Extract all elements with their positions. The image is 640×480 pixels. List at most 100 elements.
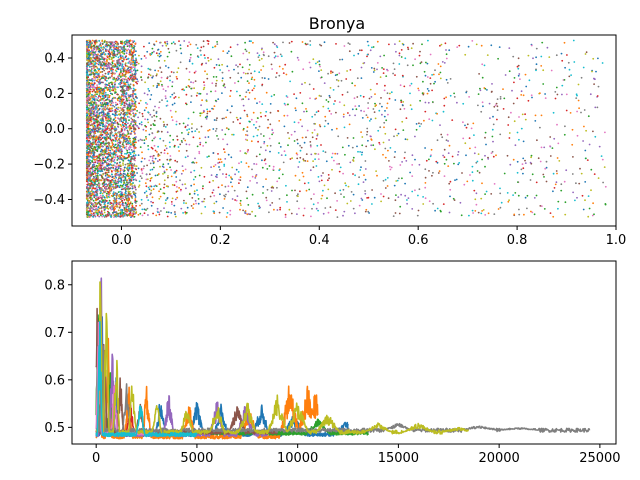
scatter-point [522, 94, 525, 97]
scatter-point [115, 174, 117, 177]
scatter-point [263, 54, 265, 57]
scatter-point [157, 54, 159, 57]
scatter-point [267, 78, 270, 80]
scatter-point [90, 65, 93, 68]
scatter-point [431, 119, 434, 122]
scatter-point [491, 128, 494, 131]
scatter-point [128, 45, 131, 48]
scatter-point [500, 201, 503, 204]
scatter-point [258, 153, 261, 156]
scatter-point [482, 209, 485, 211]
scatter-point [134, 188, 137, 191]
scatter-point [217, 138, 220, 140]
scatter-point [497, 208, 500, 210]
scatter-point [330, 113, 333, 115]
scatter-point [313, 122, 316, 125]
scatter-point [116, 53, 119, 56]
scatter-point [382, 179, 385, 182]
scatter-point [173, 92, 176, 94]
scatter-point [100, 138, 103, 141]
scatter-point [463, 183, 466, 186]
scatter-points [85, 39, 607, 219]
scatter-point [156, 86, 158, 89]
scatter-point [159, 137, 162, 140]
scatter-point [513, 81, 515, 84]
scatter-point [133, 68, 136, 70]
scatter-point [494, 104, 497, 107]
scatter-point [402, 43, 405, 46]
scatter-point [99, 66, 102, 68]
scatter-point [310, 153, 313, 156]
scatter-point [269, 204, 272, 207]
scatter-point [399, 164, 402, 166]
scatter-point [223, 151, 226, 154]
scatter-point [122, 174, 125, 177]
scatter-point [127, 159, 130, 162]
scatter-point [540, 114, 543, 117]
scatter-point [483, 64, 486, 67]
scatter-point [219, 193, 221, 196]
scatter-point [445, 96, 447, 99]
scatter-point [290, 40, 293, 43]
scatter-point [475, 203, 478, 206]
scatter-point [124, 56, 127, 59]
scatter-point [273, 208, 275, 211]
scatter-point [366, 130, 369, 133]
scatter-point [211, 46, 214, 49]
scatter-point [384, 178, 387, 181]
scatter-point [351, 146, 354, 149]
scatter-point [477, 153, 480, 156]
scatter-point [473, 152, 476, 155]
scatter-point [104, 152, 106, 155]
scatter-point [526, 207, 528, 210]
scatter-point [370, 144, 373, 147]
scatter-point [449, 188, 452, 191]
scatter-point [395, 50, 397, 53]
scatter-point [248, 82, 250, 84]
scatter-point [127, 174, 129, 177]
scatter-point [134, 132, 136, 135]
scatter-point [94, 125, 97, 128]
scatter-point [147, 67, 150, 70]
scatter-point [87, 74, 90, 77]
scatter-point [92, 88, 94, 90]
scatter-point [398, 54, 401, 57]
scatter-point [516, 171, 519, 174]
scatter-point [293, 93, 295, 95]
scatter-point [98, 47, 101, 50]
scatter-point [125, 102, 128, 105]
scatter-point [228, 174, 231, 177]
scatter-point [495, 102, 498, 105]
scatter-point [378, 109, 381, 112]
scatter-point [100, 142, 103, 145]
scatter-point [252, 41, 254, 44]
scatter-point [95, 88, 98, 91]
scatter-point [94, 211, 97, 214]
scatter-point [269, 144, 272, 147]
scatter-point [151, 76, 154, 79]
scatter-point [106, 125, 109, 128]
scatter-point [549, 212, 552, 215]
scatter-point [200, 112, 203, 115]
scatter-point [230, 55, 233, 58]
scatter-point [169, 96, 172, 98]
scatter-point [239, 117, 242, 120]
scatter-point [92, 102, 95, 105]
scatter-point [130, 43, 133, 46]
scatter-point [261, 159, 263, 162]
scatter-point [396, 134, 398, 137]
scatter-point [122, 169, 124, 172]
scatter-point [122, 145, 125, 148]
scatter-point [442, 203, 445, 206]
scatter-point [409, 104, 412, 107]
scatter-point [554, 183, 557, 186]
scatter-point [154, 105, 156, 108]
scatter-point [141, 151, 143, 154]
scatter-point [167, 66, 170, 69]
scatter-point [587, 215, 590, 218]
scatter-point [114, 126, 116, 129]
scatter-point [519, 78, 521, 80]
scatter-point [106, 49, 109, 51]
scatter-point [166, 158, 169, 161]
scatter-point [88, 86, 91, 89]
